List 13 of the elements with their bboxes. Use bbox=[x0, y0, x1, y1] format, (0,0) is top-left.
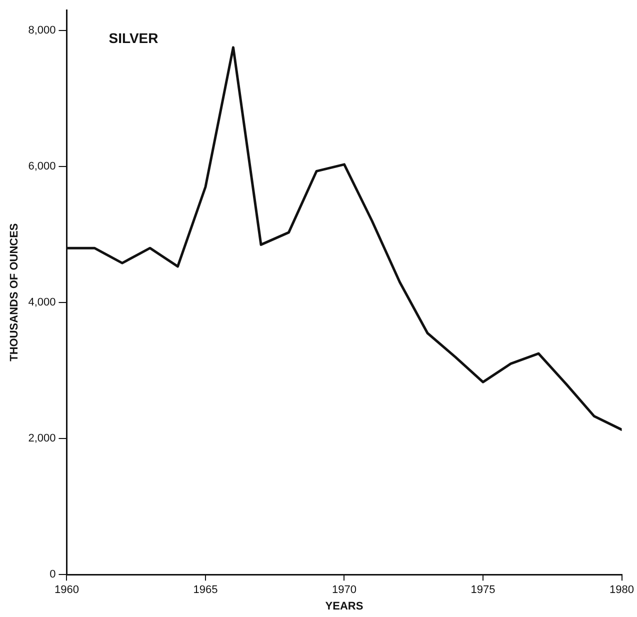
y-tick-label: 8,000 bbox=[28, 24, 56, 36]
x-tick-label: 1970 bbox=[332, 584, 356, 596]
annotation: SILVER bbox=[108, 30, 158, 46]
x-axis-title: YEARS bbox=[325, 600, 364, 612]
y-tick-label: 4,000 bbox=[28, 296, 56, 309]
y-tick-label: 6,000 bbox=[28, 160, 56, 172]
y-tick-label: 0 bbox=[50, 568, 56, 581]
x-tick-label: 1965 bbox=[193, 584, 218, 596]
x-tick-label: 1980 bbox=[610, 584, 634, 596]
y-axis-title: THOUSANDS OF OUNCES bbox=[8, 223, 21, 362]
x-tick-label: 1960 bbox=[54, 584, 79, 596]
x-tick-label: 1975 bbox=[470, 584, 496, 596]
y-tick-label: 2,000 bbox=[28, 432, 56, 445]
